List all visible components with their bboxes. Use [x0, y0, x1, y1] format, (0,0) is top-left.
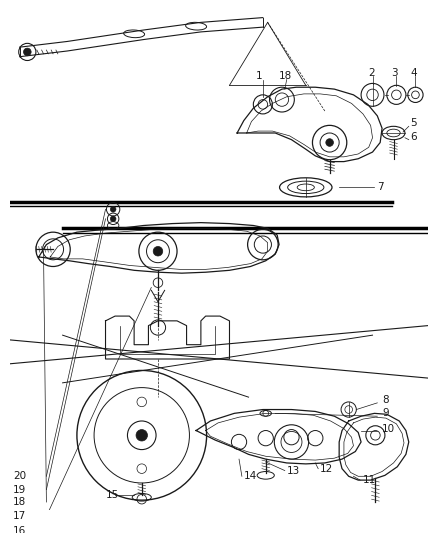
Circle shape — [110, 206, 116, 212]
Text: 8: 8 — [382, 395, 389, 405]
Circle shape — [110, 216, 116, 222]
Text: 16: 16 — [13, 526, 26, 533]
Text: 9: 9 — [382, 408, 389, 418]
Text: 5: 5 — [411, 118, 417, 128]
Text: 18: 18 — [13, 497, 26, 507]
Text: 15: 15 — [106, 490, 119, 500]
Text: 13: 13 — [287, 465, 300, 475]
Text: 18: 18 — [279, 71, 292, 81]
Text: 20: 20 — [13, 471, 26, 481]
Text: 14: 14 — [244, 471, 257, 481]
Circle shape — [136, 430, 148, 441]
Bar — [15, 531, 36, 533]
Text: 19: 19 — [13, 484, 26, 495]
Text: 11: 11 — [363, 475, 376, 485]
Text: 1: 1 — [256, 71, 263, 81]
Text: 12: 12 — [320, 464, 333, 474]
Circle shape — [153, 246, 163, 256]
Circle shape — [24, 48, 31, 56]
Circle shape — [326, 139, 333, 147]
Text: 10: 10 — [382, 424, 395, 434]
Text: 6: 6 — [411, 132, 417, 142]
Text: 7: 7 — [377, 182, 384, 192]
Text: 17: 17 — [13, 511, 26, 521]
Text: 3: 3 — [392, 68, 398, 78]
Text: 4: 4 — [411, 68, 417, 78]
Text: 2: 2 — [368, 68, 374, 78]
